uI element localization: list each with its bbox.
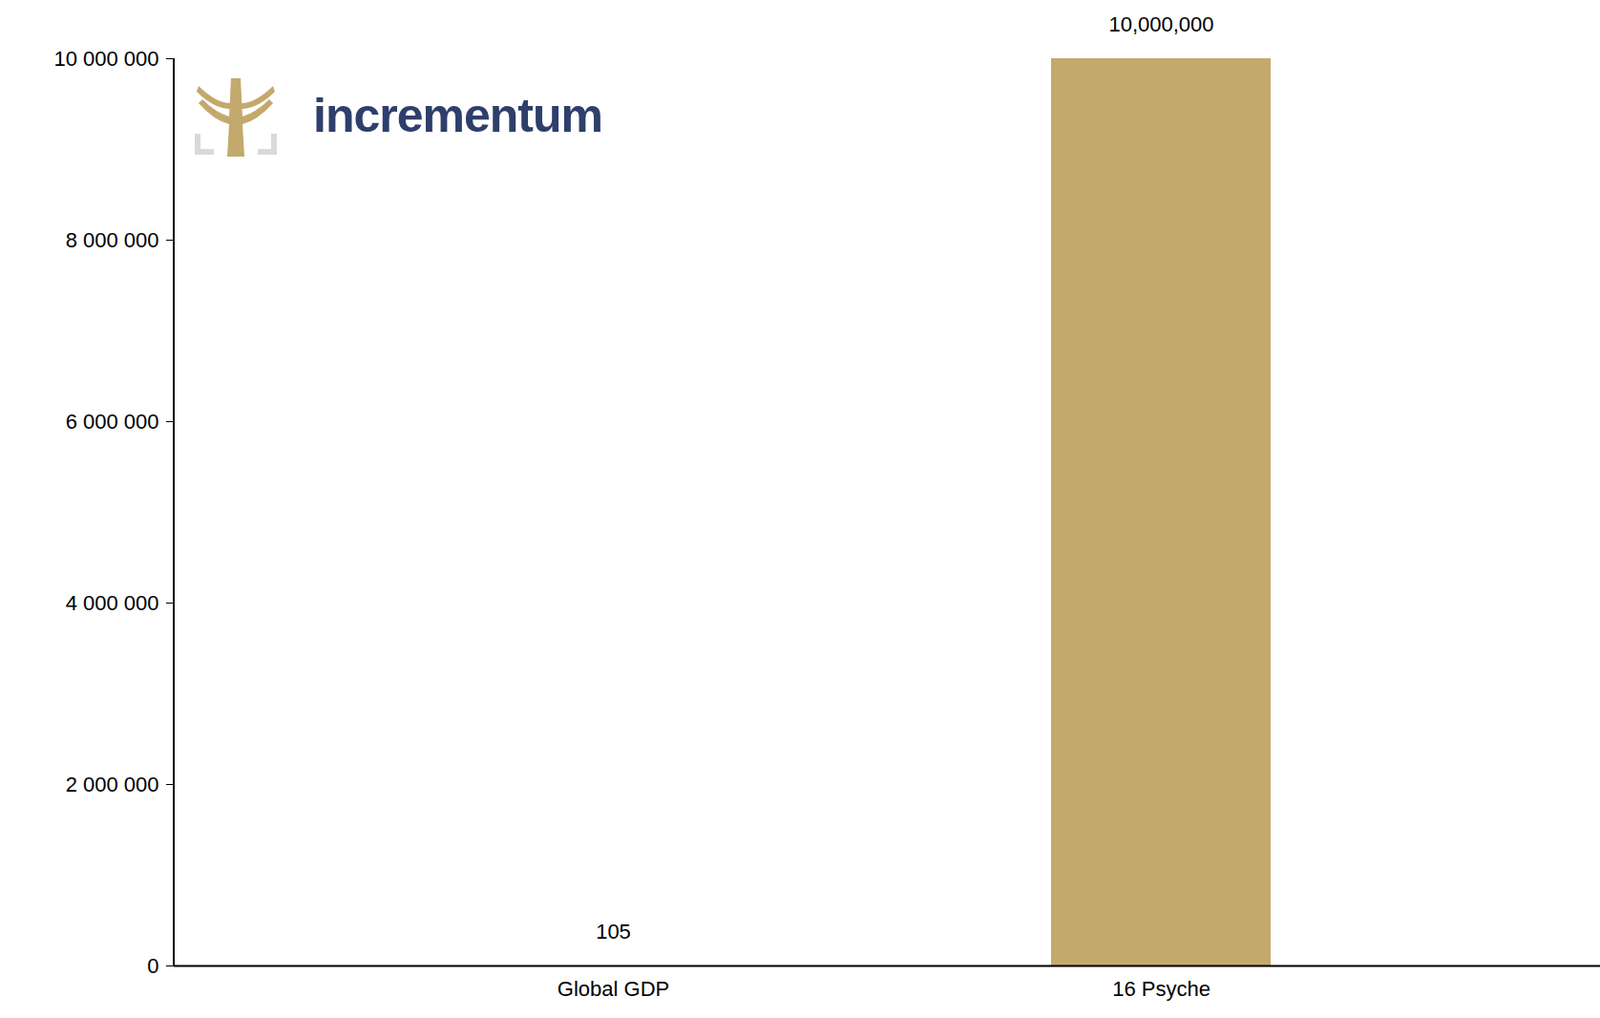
- svg-text:105: 105: [595, 919, 632, 944]
- svg-text:10,000,000: 10,000,000: [1108, 12, 1214, 37]
- svg-text:16 Psyche: 16 Psyche: [1112, 976, 1211, 1001]
- svg-text:6 000 000: 6 000 000: [65, 409, 160, 434]
- svg-text:8 000 000: 8 000 000: [65, 228, 160, 253]
- svg-text:0: 0: [147, 953, 159, 978]
- svg-text:2 000 000: 2 000 000: [65, 772, 160, 797]
- svg-text:4 000 000: 4 000 000: [65, 590, 160, 615]
- svg-text:10 000 000: 10 000 000: [53, 46, 159, 71]
- html-text:incrementum: incrementum: [313, 88, 603, 143]
- svg-text:Global GDP: Global GDP: [557, 976, 670, 1001]
